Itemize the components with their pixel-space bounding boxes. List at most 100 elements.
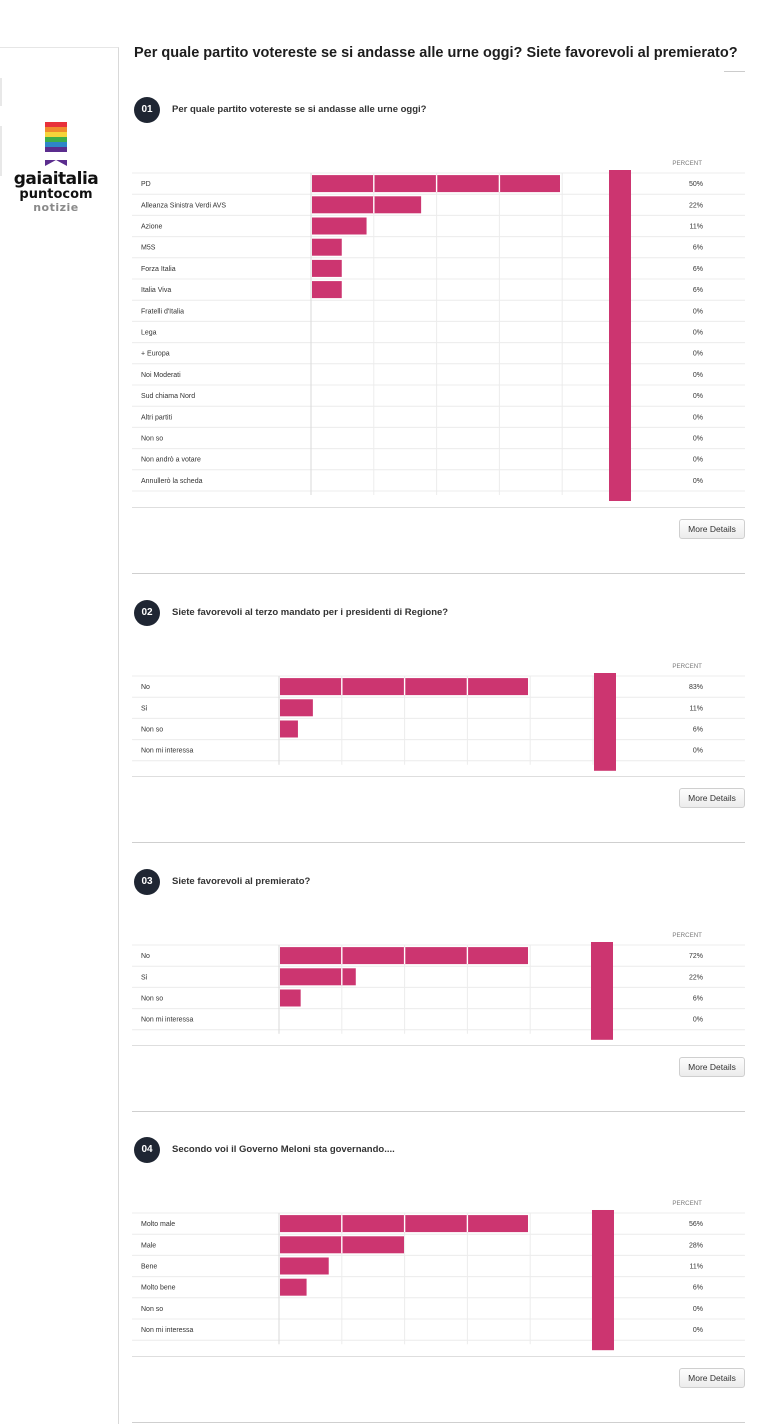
question-title: Secondo voi il Governo Meloni sta govern…	[172, 1144, 395, 1155]
data-bar	[280, 989, 301, 1007]
poll-question-02: 02 Siete favorevoli al terzo mandato per …	[132, 598, 745, 844]
section-divider	[132, 573, 745, 574]
poll-question-01: 01 Per quale partito votereste se si anda…	[132, 95, 745, 575]
more-details-button[interactable]: More Details	[679, 1368, 745, 1388]
question-title: Siete favorevoli al terzo mandato per i …	[172, 607, 449, 618]
question-title: Per quale partito votereste se si andass…	[172, 104, 427, 115]
value-label: 0%	[693, 748, 703, 755]
chart-footer-divider	[132, 1356, 745, 1357]
percent-column-header: PERCENT	[672, 663, 702, 670]
chart-footer-divider	[132, 1045, 745, 1046]
category-label: Noi Moderati	[141, 372, 181, 379]
left-sidebar	[0, 47, 119, 1424]
value-label: 0%	[693, 1306, 703, 1313]
category-label: Bene	[141, 1263, 157, 1270]
section-divider	[132, 842, 745, 843]
sidebar-divider	[0, 78, 2, 106]
accent-bar	[590, 941, 613, 1040]
question-number-badge: 04	[134, 1137, 160, 1163]
value-label: 56%	[689, 1221, 703, 1228]
percent-column-header: PERCENT	[672, 160, 702, 167]
more-details-button[interactable]: More Details	[679, 1057, 745, 1077]
value-label: 22%	[689, 974, 703, 981]
value-label: 0%	[693, 330, 703, 337]
accent-bar	[593, 672, 616, 771]
more-details-button[interactable]: More Details	[679, 788, 745, 808]
value-label: 11%	[690, 705, 703, 712]
logo-text-sub: puntocom	[19, 187, 93, 202]
category-label: Fratelli d'Italia	[141, 308, 184, 315]
category-label: No	[141, 953, 150, 960]
data-bar	[312, 217, 367, 235]
value-label: 50%	[689, 181, 703, 188]
value-label: 6%	[693, 1285, 703, 1292]
data-bar	[280, 1257, 329, 1275]
value-label: 0%	[693, 1327, 703, 1334]
value-label: 0%	[693, 308, 703, 315]
flag-stripe	[45, 127, 67, 132]
value-label: 28%	[689, 1242, 703, 1249]
chart-footer-divider	[132, 776, 745, 777]
category-label: Non mi interessa	[141, 1017, 194, 1024]
value-label: 0%	[693, 414, 703, 421]
sidebar-divider	[0, 126, 2, 176]
question-number-badge: 03	[134, 869, 160, 895]
flag-stripe	[45, 122, 67, 127]
logo-text-tag: notizie	[33, 201, 79, 214]
logo-text-main: gaiaitalia	[13, 169, 99, 189]
section-divider	[132, 1111, 745, 1112]
category-label: Male	[141, 1242, 156, 1249]
category-label: Non mi interessa	[141, 748, 194, 755]
category-label: Non so	[141, 995, 163, 1002]
category-label: Non so	[141, 1306, 163, 1313]
category-label: Sud chiama Nord	[141, 393, 195, 400]
poll-question-04: 04 Secondo voi il Governo Meloni sta gove…	[132, 1135, 745, 1424]
question-number-badge: 02	[134, 600, 160, 626]
data-bar	[280, 1278, 307, 1296]
more-details-button[interactable]: More Details	[679, 519, 745, 539]
chart-footer-divider	[132, 507, 745, 508]
category-label: Sì	[141, 974, 148, 981]
poll-question-03: 03 Siete favorevoli al premierato? PERCENT…	[132, 867, 745, 1113]
category-label: Molto bene	[141, 1285, 176, 1292]
question-number-badge: 01	[134, 97, 160, 123]
value-label: 83%	[689, 684, 703, 691]
flag-notch	[45, 160, 67, 166]
flag-stripe	[45, 137, 67, 142]
category-label: Lega	[141, 330, 157, 337]
site-logo[interactable]: gaiaitalia puntocom notizie	[0, 122, 112, 214]
category-label: Non mi interessa	[141, 1327, 194, 1334]
question-title: Siete favorevoli al premierato?	[172, 876, 311, 887]
data-bar	[280, 968, 356, 986]
title-divider	[724, 71, 745, 72]
value-label: 0%	[693, 351, 703, 358]
category-label: + Europa	[141, 351, 170, 358]
data-bar	[280, 720, 298, 738]
accent-bar	[609, 170, 631, 501]
data-bar	[312, 259, 342, 277]
value-label: 6%	[693, 726, 703, 733]
category-label: Italia Viva	[141, 287, 171, 294]
value-label: 6%	[693, 287, 703, 294]
data-bar	[312, 196, 422, 214]
accent-bar	[591, 1209, 614, 1351]
category-label: Non so	[141, 726, 163, 733]
category-label: Altri partiti	[141, 414, 173, 421]
category-label: Molto male	[141, 1221, 175, 1228]
bar-chart: PERCENT PD 50% Alleanza Sinistra Verdi AVS 2…	[132, 160, 745, 501]
value-label: 0%	[693, 393, 703, 400]
data-bar	[280, 699, 313, 717]
value-label: 11%	[690, 1263, 703, 1270]
data-bar	[312, 238, 342, 256]
bar-chart: PERCENT No 72% Sì 22% Non so 6% Non mi interess…	[132, 932, 745, 1040]
category-label: M5S	[141, 245, 156, 252]
rainbow-flag-icon	[45, 122, 67, 166]
value-label: 0%	[693, 457, 703, 464]
value-label: 0%	[693, 478, 703, 485]
category-label: Sì	[141, 705, 148, 712]
category-label: Forza Italia	[141, 266, 176, 273]
value-label: 0%	[693, 1017, 703, 1024]
value-label: 6%	[693, 995, 703, 1002]
category-label: PD	[141, 181, 151, 188]
category-label: Non andrò a votare	[141, 457, 201, 464]
